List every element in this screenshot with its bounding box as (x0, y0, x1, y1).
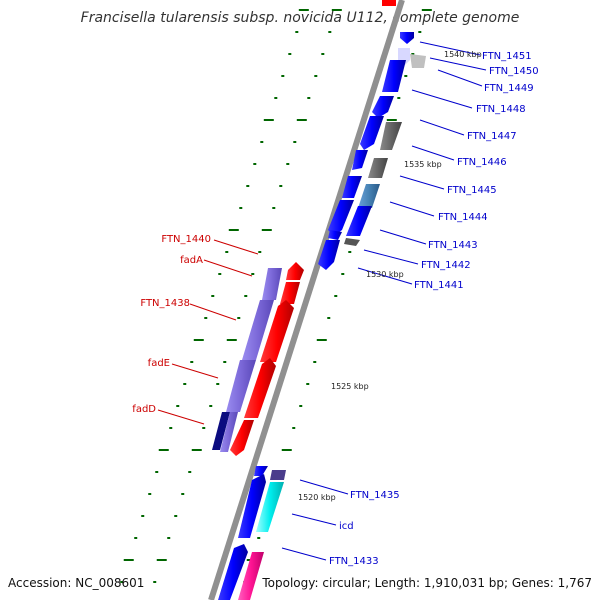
topology-text: Topology: circular; Length: 1,910,031 bp… (261, 576, 592, 590)
label-ftn-1433[interactable]: FTN_1433 (329, 556, 379, 567)
label-ftn-1438[interactable]: FTN_1438 (140, 298, 190, 309)
label-fadd[interactable]: fadD (132, 404, 156, 415)
label-ftn-1442[interactable]: FTN_1442 (421, 260, 471, 271)
scale-1525: 1525 kbp (331, 382, 369, 391)
label-ftn-1441[interactable]: FTN_1441 (414, 280, 464, 291)
scale-1530: 1530 kbp (366, 270, 404, 279)
label-ftn-1450[interactable]: FTN_1450 (489, 66, 539, 77)
gene-ftn-1441b[interactable] (328, 230, 342, 240)
gene-ftn-1436[interactable] (254, 466, 268, 476)
label-icd[interactable]: icd (339, 521, 354, 532)
gene-top-red[interactable] (382, 0, 396, 6)
gene-fade-purple[interactable] (226, 360, 256, 412)
gene-fada-purple[interactable] (262, 268, 282, 300)
label-fada[interactable]: fadA (180, 255, 203, 266)
gene-ftn-1442[interactable] (344, 238, 360, 246)
label-ftn-1443[interactable]: FTN_1443 (428, 240, 478, 251)
gene-ftn-1443b[interactable] (346, 206, 372, 236)
label-ftn-1451[interactable]: FTN_1451 (482, 51, 532, 62)
gene-ftn-1447[interactable] (372, 96, 394, 118)
map-title: Francisella tularensis subsp. novicida U… (81, 10, 520, 26)
lower-genes (218, 0, 396, 600)
gene-fadd[interactable] (230, 420, 254, 456)
gene-ftn-1446b[interactable] (380, 122, 402, 150)
gene-ftn-1446a[interactable] (360, 116, 384, 150)
gene-ftn-1444b[interactable] (358, 184, 380, 208)
gene-ftn-1433[interactable] (218, 544, 248, 600)
gene-ftn-1449[interactable] (410, 54, 426, 68)
gene-fadd-purple[interactable] (220, 412, 238, 452)
gene-ftn-1440[interactable] (286, 262, 304, 280)
right-gene-labels: FTN_1451 FTN_1450 FTN_1449 FTN_1448 FTN_… (329, 51, 539, 567)
left-gene-labels: FTN_1440 fadA FTN_1438 fadE fadD (132, 234, 211, 415)
gene-ftn-1438-purple[interactable] (242, 300, 274, 360)
gene-fadd-navy[interactable] (212, 412, 230, 450)
gene-fade[interactable] (244, 358, 276, 418)
label-ftn-1449[interactable]: FTN_1449 (484, 83, 534, 94)
reverse-strand-genes (318, 32, 426, 270)
scale-marks: 1540 kbp 1535 kbp 1530 kbp 1525 kbp 1520… (298, 50, 482, 502)
label-ftn-1445[interactable]: FTN_1445 (447, 185, 497, 196)
scale-1535: 1535 kbp (404, 160, 442, 169)
genome-backbone (208, 0, 405, 600)
gene-ftn-1444a[interactable] (342, 176, 362, 198)
gene-icd[interactable] (256, 482, 284, 532)
gene-ftn-1433b[interactable] (238, 552, 264, 600)
gene-ftn-1435[interactable] (238, 474, 266, 538)
gene-ftn-1448[interactable] (382, 60, 406, 92)
gene-ftn-1435b[interactable] (270, 470, 286, 480)
gene-ftn-1441[interactable] (318, 240, 340, 270)
gene-ftn-1445a[interactable] (352, 150, 368, 170)
label-ftn-1444[interactable]: FTN_1444 (438, 212, 488, 223)
forward-strand-genes (212, 262, 304, 456)
gene-fada[interactable] (280, 282, 300, 304)
label-ftn-1446[interactable]: FTN_1446 (457, 157, 507, 168)
label-ftn-1448[interactable]: FTN_1448 (476, 104, 526, 115)
label-fade[interactable]: fadE (148, 358, 170, 369)
label-ftn-1435[interactable]: FTN_1435 (350, 490, 400, 501)
gene-ftn-1445b[interactable] (368, 158, 388, 178)
left-leader-lines (157, 239, 259, 425)
scale-1520: 1520 kbp (298, 493, 336, 502)
right-leader-lines (281, 41, 487, 561)
accession-text: Accession: NC_008601 (8, 576, 144, 590)
gene-ftn-1443a[interactable] (328, 200, 354, 236)
gene-ftn-1438[interactable] (260, 300, 294, 362)
gene-ftn-1451[interactable] (400, 32, 414, 44)
label-ftn-1447[interactable]: FTN_1447 (467, 131, 517, 142)
label-ftn-1440[interactable]: FTN_1440 (161, 234, 211, 245)
scale-1540: 1540 kbp (444, 50, 482, 59)
